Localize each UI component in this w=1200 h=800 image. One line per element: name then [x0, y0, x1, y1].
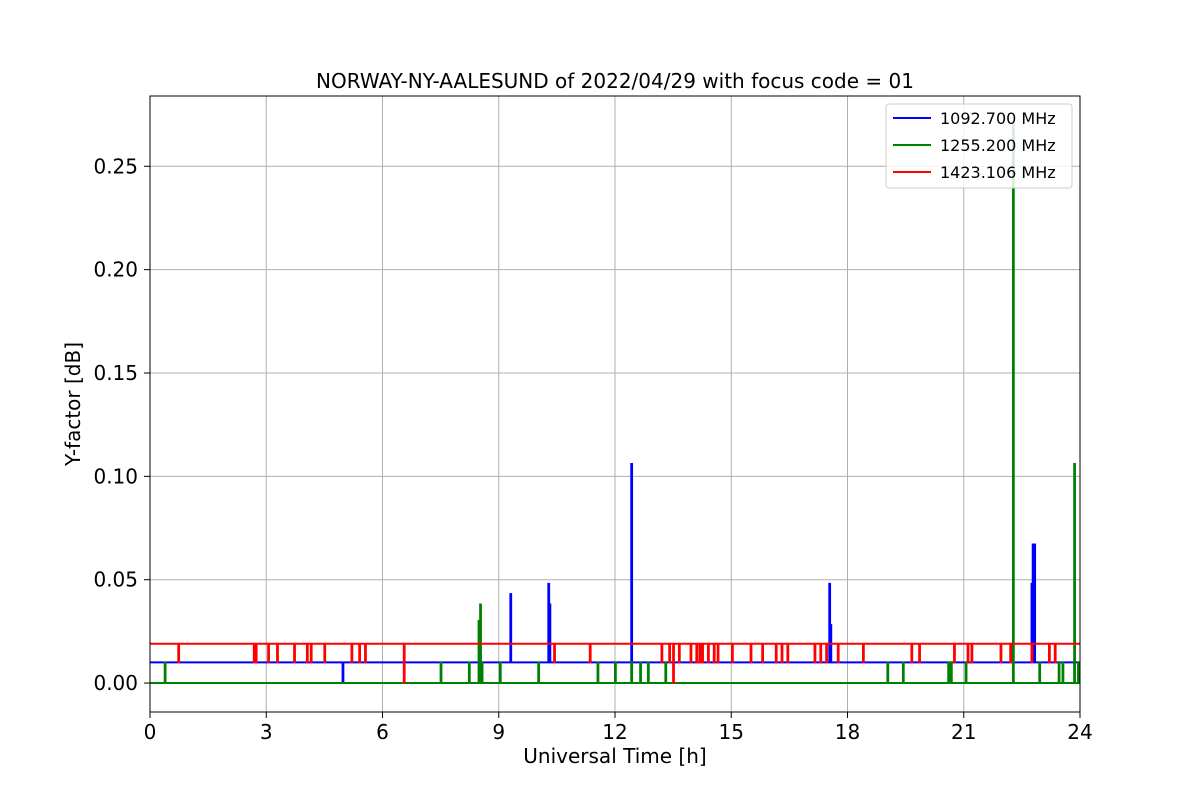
- x-tick-label: 15: [719, 720, 744, 744]
- chart-title: NORWAY-NY-AALESUND of 2022/04/29 with fo…: [316, 69, 914, 93]
- legend-label: 1092.700 MHz: [940, 109, 1056, 128]
- x-tick-label: 21: [951, 720, 976, 744]
- x-tick-label: 6: [376, 720, 389, 744]
- legend-box: [885, 103, 1073, 189]
- y-tick-label: 0.05: [93, 568, 138, 592]
- x-axis: 0 3 6 9 12 15 18 21 24: [144, 712, 1093, 744]
- legend-label: 1255.200 MHz: [940, 136, 1056, 155]
- x-tick-label: 3: [260, 720, 273, 744]
- series-line-2: [150, 642, 1080, 685]
- y-axis-title: Y-factor [dB]: [61, 342, 85, 467]
- grid: [149, 96, 1081, 712]
- x-tick-label: 12: [602, 720, 627, 744]
- x-tick-label: 24: [1067, 720, 1092, 744]
- x-tick-label: 0: [144, 720, 157, 744]
- x-tick-label: 18: [835, 720, 860, 744]
- y-tick-label: 0.25: [93, 154, 138, 178]
- series-line-0: [150, 462, 1080, 685]
- legend-label: 1423.106 MHz: [940, 163, 1056, 182]
- x-tick-label: 9: [492, 720, 505, 744]
- y-tick-label: 0.10: [93, 464, 138, 488]
- series-lines: [150, 123, 1080, 685]
- y-tick-label: 0.00: [93, 671, 138, 695]
- y-axis: 0.00 0.05 0.10 0.15 0.20 0.25: [93, 154, 150, 695]
- series-line-1: [150, 123, 1080, 685]
- y-tick-label: 0.20: [93, 258, 138, 282]
- legend: 1092.700 MHz 1255.200 MHz 1423.106 MHz: [885, 103, 1073, 189]
- y-tick-label: 0.15: [93, 361, 138, 385]
- x-axis-title: Universal Time [h]: [523, 744, 706, 768]
